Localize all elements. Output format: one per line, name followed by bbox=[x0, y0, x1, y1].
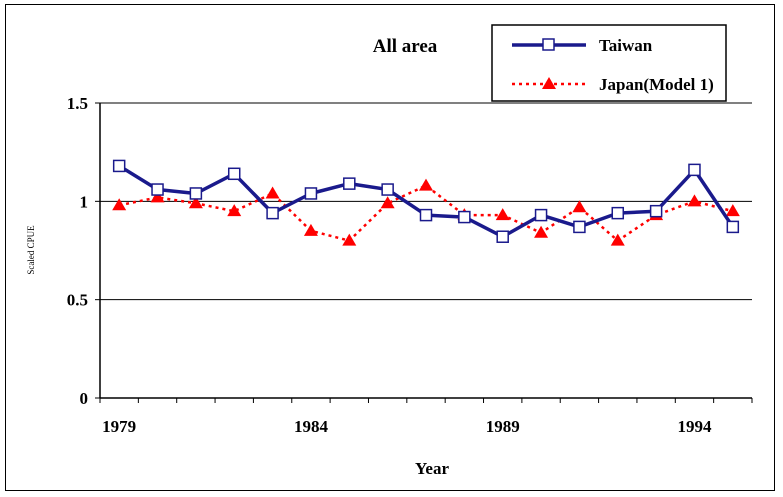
data-point bbox=[151, 183, 164, 196]
data-point bbox=[303, 223, 318, 236]
data-point bbox=[112, 159, 126, 173]
data-point bbox=[688, 163, 701, 177]
data-point bbox=[419, 178, 433, 191]
legend-box bbox=[491, 24, 727, 102]
y-axis-label: Scaled CPUE bbox=[26, 225, 36, 275]
x-tick-label: 1989 bbox=[486, 417, 520, 436]
data-point bbox=[266, 206, 279, 220]
legend-japan-marker bbox=[542, 77, 556, 89]
x-tick-label: 1979 bbox=[102, 417, 136, 436]
legend-taiwan-label: Taiwan bbox=[599, 36, 653, 55]
x-tick-label: 1984 bbox=[294, 417, 329, 436]
data-point bbox=[265, 186, 280, 199]
data-point bbox=[573, 220, 586, 234]
data-point bbox=[227, 167, 241, 181]
data-point bbox=[112, 198, 127, 211]
data-point bbox=[380, 196, 395, 209]
series-taiwan bbox=[112, 159, 740, 243]
x-tick-label: 1994 bbox=[677, 417, 712, 436]
gridlines bbox=[100, 102, 752, 301]
chart-title: All area bbox=[373, 36, 438, 57]
legend: Taiwan Japan(Model 1) bbox=[491, 24, 727, 102]
data-point bbox=[572, 200, 587, 213]
legend-japan-label: Japan(Model 1) bbox=[599, 75, 714, 94]
y-tick-label: 0.5 bbox=[67, 291, 88, 310]
data-point bbox=[496, 230, 509, 243]
data-point bbox=[687, 194, 702, 207]
x-axis-label: Year bbox=[415, 459, 449, 478]
legend-taiwan-marker bbox=[542, 38, 555, 51]
data-point bbox=[304, 187, 318, 200]
data-point bbox=[726, 220, 740, 234]
data-point bbox=[458, 210, 471, 224]
data-point bbox=[534, 208, 548, 222]
data-point bbox=[150, 190, 165, 203]
series-layer bbox=[112, 159, 740, 246]
data-point bbox=[610, 233, 625, 246]
axes bbox=[95, 102, 753, 403]
data-point bbox=[495, 208, 510, 221]
data-point bbox=[227, 204, 242, 217]
x-tick-labels: 1979 1984 1989 1994 bbox=[102, 417, 712, 436]
data-point bbox=[649, 204, 663, 218]
data-point bbox=[188, 196, 203, 209]
y-tick-label: 0 bbox=[80, 389, 89, 408]
y-tick-labels: 0 0.5 1 1.5 bbox=[67, 94, 88, 408]
data-point bbox=[725, 204, 740, 217]
y-tick-label: 1 bbox=[80, 192, 89, 211]
data-point bbox=[534, 225, 549, 238]
data-point bbox=[611, 206, 625, 220]
y-tick-label: 1.5 bbox=[67, 94, 88, 113]
data-point bbox=[189, 187, 203, 200]
data-point bbox=[343, 177, 356, 190]
data-point bbox=[381, 183, 394, 196]
data-point bbox=[419, 208, 433, 222]
data-point bbox=[342, 233, 357, 246]
series-line bbox=[118, 184, 734, 243]
